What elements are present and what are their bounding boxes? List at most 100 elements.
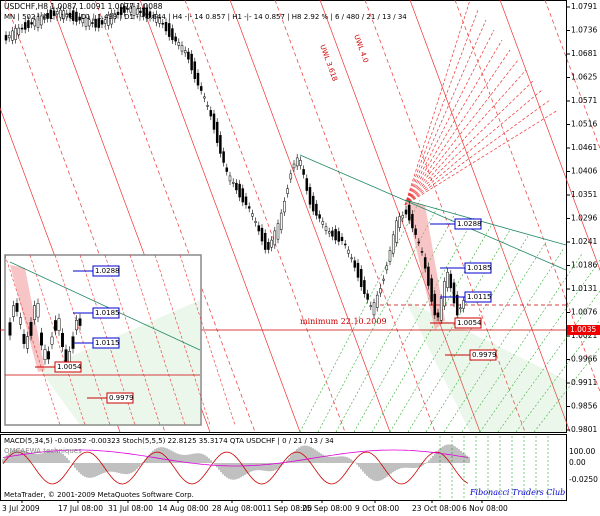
candle-body: [183, 50, 187, 54]
candle-body: [177, 42, 181, 46]
inset-candle: [78, 318, 82, 326]
candle-body: [251, 213, 254, 217]
green-line: [443, 247, 565, 433]
inset-level-box: [92, 265, 120, 277]
club-label: Fibonacci Traders Club: [469, 488, 565, 497]
candle-body: [228, 175, 232, 182]
candle-body: [113, 13, 117, 20]
candle-body: [411, 214, 414, 229]
price-label: 1.0736: [571, 26, 597, 35]
date-label: 25 Sep 08:00: [302, 504, 352, 513]
current-price-box: [567, 325, 600, 335]
candle-body: [11, 30, 14, 41]
candle-body: [199, 86, 203, 91]
candle-body: [436, 312, 440, 318]
candle-body: [20, 27, 24, 30]
level-label: 0.9979: [472, 351, 497, 359]
candle-body: [276, 223, 280, 240]
price-label: 1.0296: [571, 214, 597, 223]
candle-body: [430, 278, 433, 302]
level-box: [454, 317, 482, 329]
candle-body: [417, 241, 421, 244]
fan-line: [404, 49, 511, 206]
candle-body: [279, 212, 283, 230]
inset-candle: [26, 336, 29, 349]
candle-body: [222, 151, 225, 163]
price-label: 1.0241: [571, 237, 597, 246]
candle-body: [433, 293, 437, 316]
candle-body: [391, 234, 395, 254]
level-box: [464, 291, 492, 303]
current-price-label: 1.0035: [570, 325, 596, 334]
candle-body: [65, 13, 69, 18]
date-label: 23 Oct 08:00: [412, 504, 461, 513]
price-label: 1.0406: [571, 167, 597, 176]
candle-body: [241, 188, 245, 203]
date-label: 3 Jul 2009: [2, 504, 40, 513]
price-label: 1.0571: [571, 96, 597, 105]
candle-body: [257, 225, 261, 232]
date-label: 28 Aug 08:00: [212, 504, 263, 513]
candle-body: [78, 16, 81, 21]
candle-body: [270, 239, 273, 248]
candle-body: [420, 251, 424, 253]
green-channel: [405, 300, 566, 432]
trend-line: [404, 199, 567, 246]
candle-body: [414, 228, 417, 235]
inset-candle: [40, 332, 43, 346]
candle-body: [273, 230, 277, 246]
inset-candle: [22, 334, 26, 344]
inset-candle: [61, 332, 64, 348]
candle-body: [331, 230, 334, 237]
trend-line: [299, 154, 567, 271]
candle-body: [369, 305, 373, 307]
candle-body: [423, 257, 427, 269]
candle-body: [305, 178, 309, 191]
inset-candle: [75, 320, 78, 331]
inset-candle: [50, 336, 54, 345]
indicator-subtitle: OMCAEWA techniques: [4, 447, 82, 455]
candle-body: [455, 294, 459, 316]
candle-body: [87, 19, 91, 27]
fib-line: [319, 0, 481, 433]
candle-body: [139, 10, 142, 14]
candle-body: [167, 23, 171, 37]
inset-level-box: [106, 392, 134, 404]
green-line: [335, 211, 457, 433]
decorations: [0, 0, 600, 500]
price-label: 1.0351: [571, 190, 597, 199]
main-frame: [0, 0, 567, 433]
price-label: 1.0186: [571, 261, 597, 270]
candle-body: [452, 282, 456, 304]
green-line: [515, 319, 600, 433]
candle-body: [97, 18, 101, 28]
candle-body: [225, 167, 229, 172]
green-line: [371, 223, 493, 433]
inset-candle: [54, 320, 57, 331]
candle-body: [219, 135, 222, 154]
price-label: 1.0681: [571, 49, 597, 58]
candle-body: [30, 22, 33, 25]
price-label: 1.0021: [571, 331, 597, 340]
signal-line: [2, 449, 469, 467]
indicator-axis-label: 100.00: [569, 447, 595, 456]
candle-body: [324, 226, 328, 231]
inset-candle: [12, 305, 15, 317]
inset-candle: [15, 303, 19, 312]
candle-body: [247, 206, 251, 209]
candle-body: [289, 173, 293, 180]
candle-body: [302, 169, 305, 175]
stoch-line: [2, 451, 469, 485]
candle-body: [180, 44, 184, 52]
candle-body: [91, 22, 94, 24]
inset-candle: [19, 317, 22, 325]
candle-body: [385, 265, 389, 271]
candle-body: [446, 271, 449, 288]
candle-body: [212, 113, 216, 130]
candle-body: [449, 273, 453, 289]
candle-body: [286, 188, 289, 194]
candle-body: [215, 121, 219, 143]
inset-level-box: [54, 361, 82, 373]
level-box: [464, 262, 492, 274]
candle-body: [17, 27, 21, 36]
